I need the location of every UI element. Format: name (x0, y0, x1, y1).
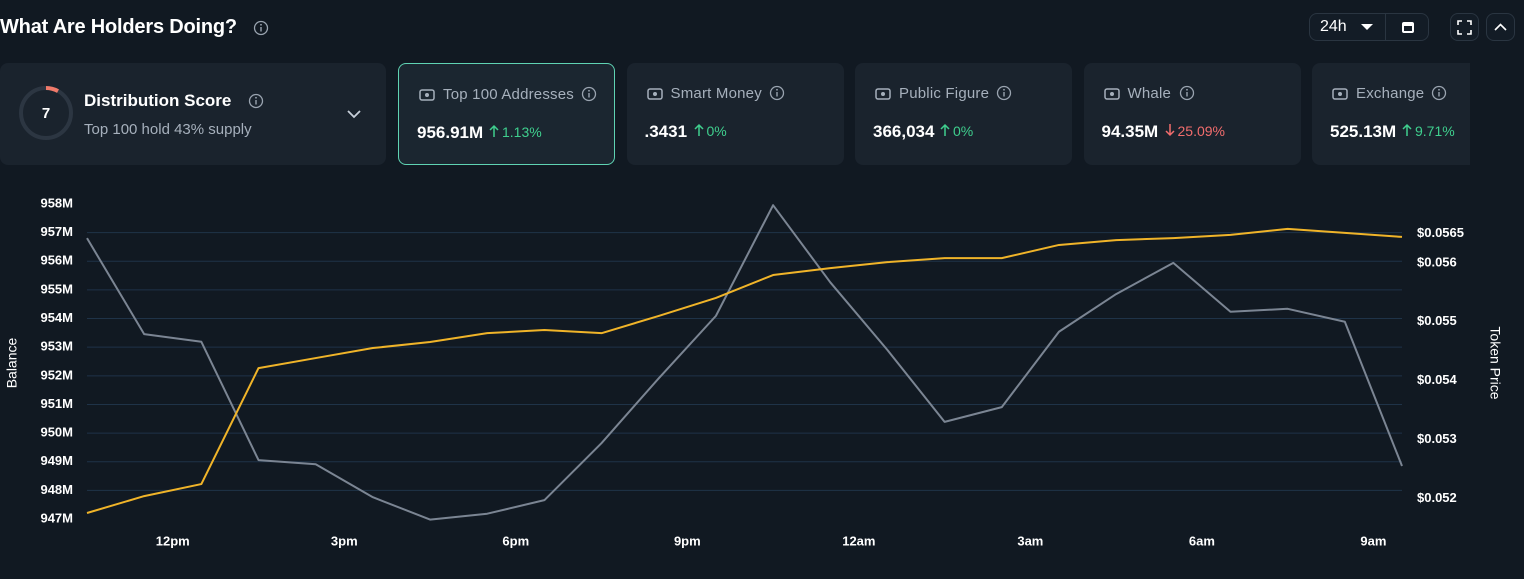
card-value: 94.35M (1101, 122, 1159, 141)
card-icon (875, 88, 891, 100)
collapse-button[interactable] (1486, 13, 1515, 41)
arrow-up (489, 124, 499, 137)
metric-card[interactable]: Public Figure 366,034 0% (855, 63, 1072, 165)
y-tick-label: 950M (40, 425, 73, 440)
y2-tick-label: $0.0565 (1417, 225, 1464, 240)
card-change: 0% (953, 123, 974, 139)
page-title: What Are Holders Doing? (0, 16, 237, 38)
y-axis-title: Balance (4, 337, 20, 388)
card-icon (1332, 88, 1348, 100)
x-tick-label: 6pm (502, 533, 529, 548)
card-change: 25.09% (1177, 123, 1225, 139)
x-tick-label: 12pm (156, 533, 190, 548)
metric-card[interactable]: Top 100 Addresses 956.91M 1.13% (398, 63, 615, 165)
score: 7 (41, 105, 51, 122)
y2-tick-label: $0.053 (1417, 431, 1457, 446)
metric-card[interactable]: Smart Money .3431 0% (626, 63, 844, 165)
y2-tick-label: $0.055 (1417, 313, 1457, 328)
y2-tick-label: $0.052 (1417, 490, 1457, 505)
card-change: 9.71% (1415, 123, 1455, 139)
collapse-icon (1494, 23, 1507, 31)
card-label: Whale (1127, 85, 1172, 102)
calendar-button[interactable] (1401, 20, 1415, 34)
timeframe-select[interactable]: 24h (1320, 18, 1347, 35)
line (86, 204, 1403, 521)
x-tick-label: 6am (1189, 533, 1215, 548)
fullscreen-icon (1457, 20, 1472, 35)
card-label: Public Figure (899, 85, 990, 102)
card-value: .3431 (644, 122, 688, 141)
line (86, 227, 1403, 514)
y2-axis-title: Token Price (1487, 326, 1503, 399)
y-tick-label: 949M (40, 453, 73, 468)
card-label: Exchange (1356, 85, 1425, 102)
y-tick-label: 957M (40, 224, 73, 239)
metric-cards: Top 100 Addresses 956.91M 1.13% Smart Money… (398, 63, 1470, 166)
card-icon (419, 89, 435, 101)
card-icon (1103, 88, 1120, 100)
fullscreen-button[interactable] (1450, 13, 1479, 41)
card-label: Top 100 Addresses (443, 86, 574, 103)
y-tick-label: 954M (40, 310, 73, 325)
x-tick-label: 3pm (331, 533, 358, 548)
metric-card[interactable]: Exchange 525.13M 9.71% (1312, 63, 1470, 165)
card-value: 525.13M (1330, 122, 1397, 141)
arrow-down (1164, 124, 1175, 137)
card-change: 1.13% (502, 124, 542, 140)
x-tick-label: 9pm (674, 533, 701, 548)
x-tick-label: 12am (842, 533, 875, 548)
score-ring (19, 86, 73, 140)
card-icon (646, 88, 663, 100)
info-icon[interactable] (253, 20, 269, 36)
dropdown-icon[interactable] (1360, 23, 1374, 31)
card-change: 0% (706, 123, 727, 139)
y-tick-label: 953M (40, 339, 73, 354)
arrow-up (1402, 123, 1412, 136)
y-tick-label: 951M (40, 396, 73, 411)
y-tick-label: 956M (40, 253, 73, 268)
card-label: Smart Money (670, 85, 762, 102)
info-icon[interactable] (1179, 85, 1195, 101)
info-icon[interactable] (996, 85, 1012, 101)
timeframe-control: 24h (1309, 13, 1429, 41)
card-value: 366,034 (873, 122, 935, 141)
card-value: 956.91M (417, 123, 484, 142)
y2-tick-label: $0.056 (1417, 254, 1457, 269)
info-icon[interactable] (1431, 85, 1447, 101)
metric-card[interactable]: Whale 94.35M 25.09% (1083, 63, 1301, 165)
y-tick-label: 948M (40, 482, 73, 497)
y-tick-label: 947M (40, 510, 73, 525)
distribution-card[interactable]: 7 (0, 63, 386, 165)
y-tick-label: 955M (40, 281, 73, 296)
y-tick-label: 958M (40, 195, 73, 210)
x-tick-label: 3am (1017, 533, 1043, 548)
y-tick-label: 952M (40, 367, 73, 382)
y2-tick-label: $0.054 (1417, 372, 1458, 387)
arrow-up (693, 123, 704, 136)
x-tick-label: 9am (1360, 533, 1386, 548)
arrow-up (940, 123, 950, 136)
info-icon[interactable] (769, 85, 785, 101)
info-icon[interactable] (581, 86, 597, 102)
